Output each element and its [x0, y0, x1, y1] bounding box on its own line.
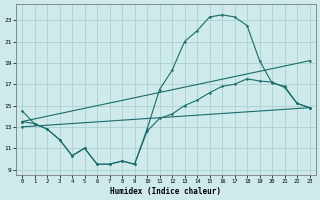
- X-axis label: Humidex (Indice chaleur): Humidex (Indice chaleur): [110, 187, 221, 196]
